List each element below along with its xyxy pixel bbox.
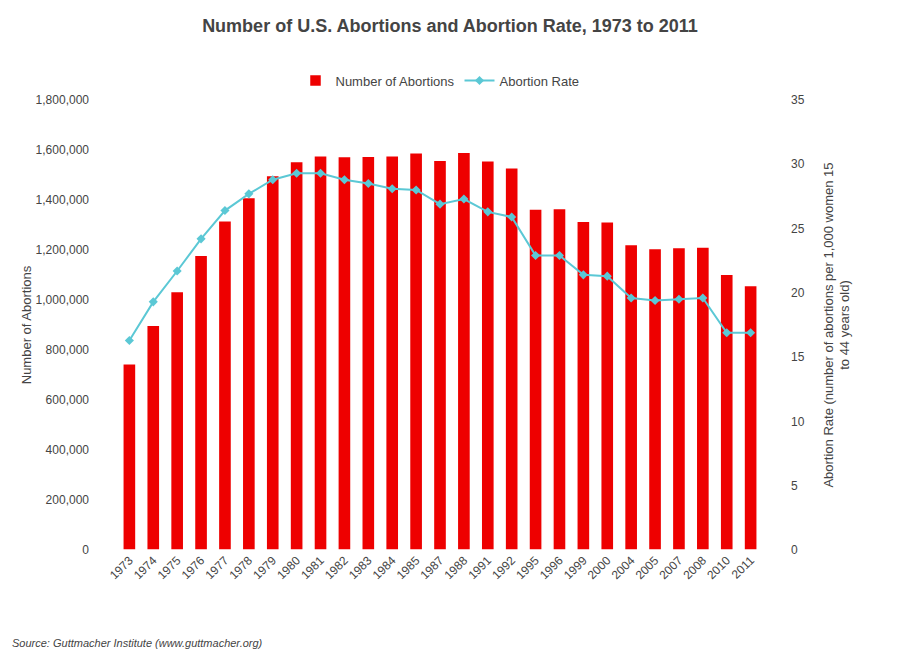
svg-text:1,400,000: 1,400,000 (36, 193, 90, 207)
svg-text:1,000,000: 1,000,000 (36, 293, 90, 307)
svg-text:1974: 1974 (131, 553, 160, 582)
svg-text:1996: 1996 (537, 553, 566, 582)
svg-text:1999: 1999 (561, 553, 590, 582)
svg-text:10: 10 (791, 415, 805, 429)
svg-text:1976: 1976 (179, 553, 208, 582)
svg-text:2010: 2010 (704, 553, 733, 582)
svg-text:Number of U.S. Abortions and A: Number of U.S. Abortions and Abortion Ra… (202, 16, 698, 36)
svg-text:1973: 1973 (107, 553, 136, 582)
svg-text:1,600,000: 1,600,000 (36, 143, 90, 157)
svg-text:1,800,000: 1,800,000 (36, 93, 90, 107)
svg-text:1991: 1991 (465, 553, 494, 582)
svg-text:400,000: 400,000 (46, 443, 90, 457)
svg-text:15: 15 (791, 350, 805, 364)
svg-text:1,200,000: 1,200,000 (36, 243, 90, 257)
svg-text:1979: 1979 (250, 553, 279, 582)
svg-text:600,000: 600,000 (46, 393, 90, 407)
svg-text:2011: 2011 (729, 553, 757, 581)
svg-text:5: 5 (791, 479, 798, 493)
svg-text:1978: 1978 (226, 553, 255, 582)
svg-text:1995: 1995 (513, 553, 542, 582)
svg-text:30: 30 (791, 157, 805, 171)
svg-text:0: 0 (82, 543, 89, 557)
svg-text:35: 35 (791, 93, 805, 107)
svg-text:Source: Guttmacher Institute (: Source: Guttmacher Institute (www.guttma… (12, 637, 263, 649)
svg-text:1980: 1980 (274, 553, 303, 582)
svg-text:1992: 1992 (489, 553, 518, 582)
svg-text:2005: 2005 (633, 553, 662, 582)
svg-text:Number of Abortions: Number of Abortions (19, 265, 34, 384)
svg-text:Abortion Rate: Abortion Rate (500, 74, 580, 89)
svg-text:1981: 1981 (298, 553, 327, 582)
svg-text:2007: 2007 (657, 553, 686, 582)
svg-text:1983: 1983 (346, 553, 375, 582)
svg-text:Number of Abortions: Number of Abortions (336, 74, 455, 89)
svg-text:1982: 1982 (322, 553, 351, 582)
svg-text:1987: 1987 (418, 553, 447, 582)
svg-text:20: 20 (791, 286, 805, 300)
svg-text:2000: 2000 (585, 553, 614, 582)
svg-text:1985: 1985 (394, 553, 423, 582)
svg-text:800,000: 800,000 (46, 343, 90, 357)
svg-text:25: 25 (791, 222, 805, 236)
svg-text:1975: 1975 (155, 553, 184, 582)
svg-text:Abortion Rate (number of abort: Abortion Rate (number of abortions per 1… (821, 162, 853, 487)
svg-text:2004: 2004 (609, 553, 638, 582)
svg-text:2008: 2008 (680, 553, 709, 582)
svg-text:1977: 1977 (203, 553, 232, 582)
svg-text:1984: 1984 (370, 553, 399, 582)
svg-text:1988: 1988 (441, 553, 470, 582)
svg-text:200,000: 200,000 (46, 493, 90, 507)
svg-text:0: 0 (791, 543, 798, 557)
